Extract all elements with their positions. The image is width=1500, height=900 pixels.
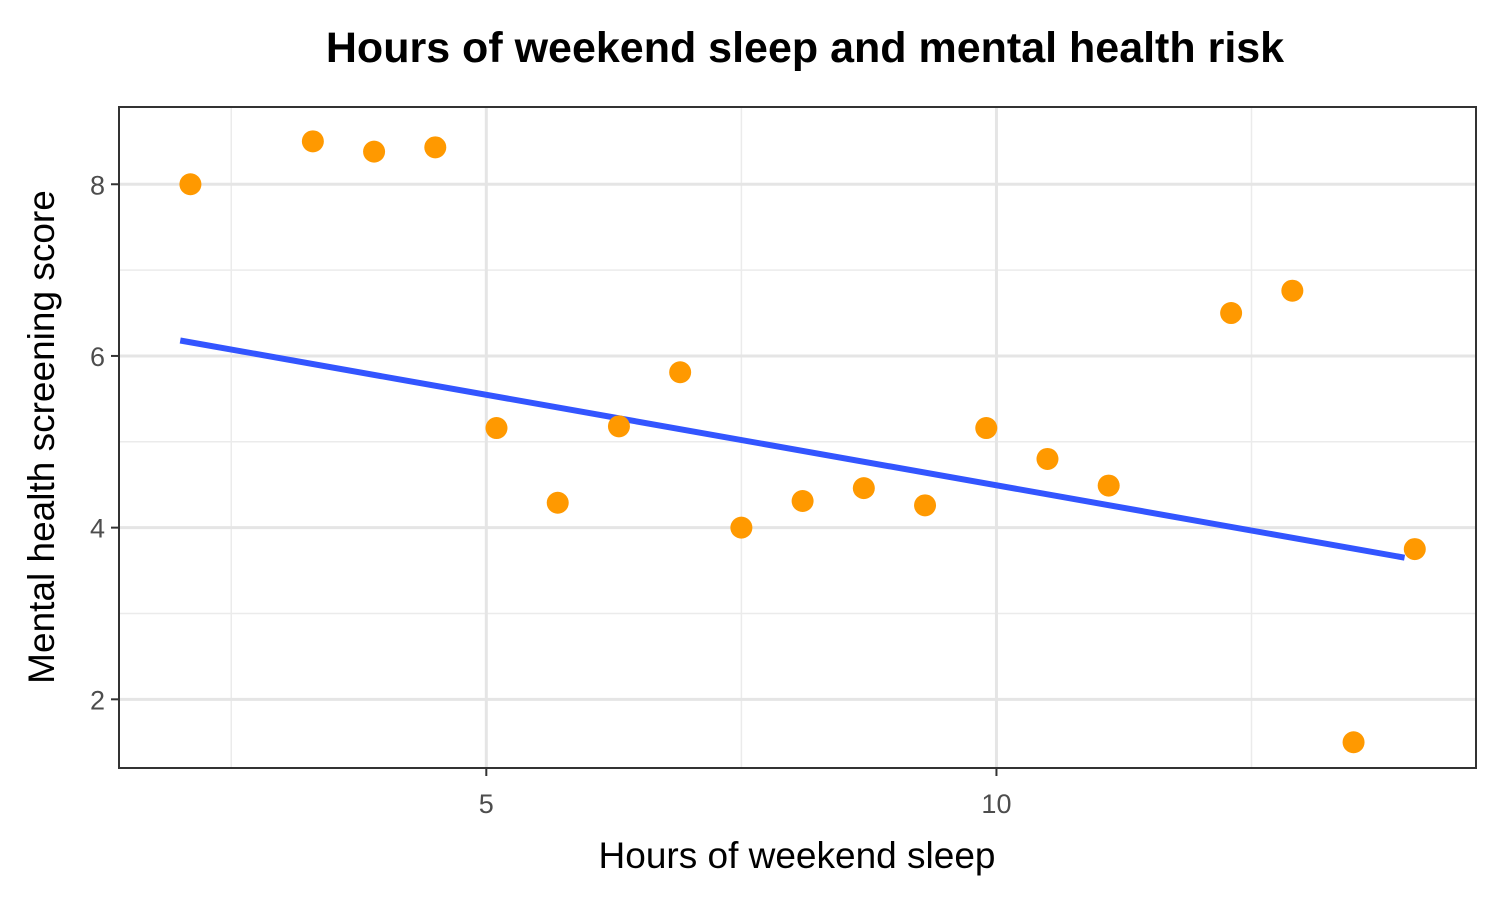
data-point: [1220, 302, 1243, 325]
data-point: [669, 361, 692, 384]
y-tick-label: 4: [90, 514, 105, 544]
x-tick-label: 10: [981, 789, 1011, 819]
trend-line-layer: [179, 337, 1406, 561]
y-tick-label: 8: [90, 170, 105, 200]
data-point: [1403, 538, 1426, 561]
data-point: [730, 516, 753, 539]
y-axis-ticks: 2 4 6 8: [90, 170, 119, 715]
y-tick-label: 6: [90, 342, 105, 372]
x-axis-ticks: 5 10: [479, 768, 1011, 819]
data-point: [363, 140, 386, 163]
trend-line: [179, 337, 1406, 561]
data-point: [1342, 731, 1365, 754]
plot-border: [118, 106, 1477, 769]
data-point: [1036, 447, 1059, 470]
x-tick-label: 5: [479, 789, 494, 819]
data-point: [485, 417, 508, 440]
data-point: [546, 491, 569, 514]
minor-gridlines: [119, 107, 1476, 768]
data-point: [914, 494, 937, 517]
data-point: [975, 417, 998, 440]
data-point: [424, 136, 447, 159]
chart-title: Hours of weekend sleep and mental health…: [326, 24, 1284, 72]
y-tick-label: 2: [90, 685, 105, 715]
data-point: [1097, 474, 1120, 497]
data-point: [301, 130, 324, 153]
data-points: [179, 130, 1426, 754]
y-axis-label: Mental health screening score: [21, 190, 62, 684]
major-gridlines: [119, 107, 1476, 768]
data-point: [607, 415, 630, 438]
data-point: [1281, 279, 1304, 302]
x-axis-label: Hours of weekend sleep: [599, 835, 996, 876]
data-point: [179, 173, 202, 196]
data-point: [791, 490, 814, 513]
data-point: [852, 477, 875, 500]
